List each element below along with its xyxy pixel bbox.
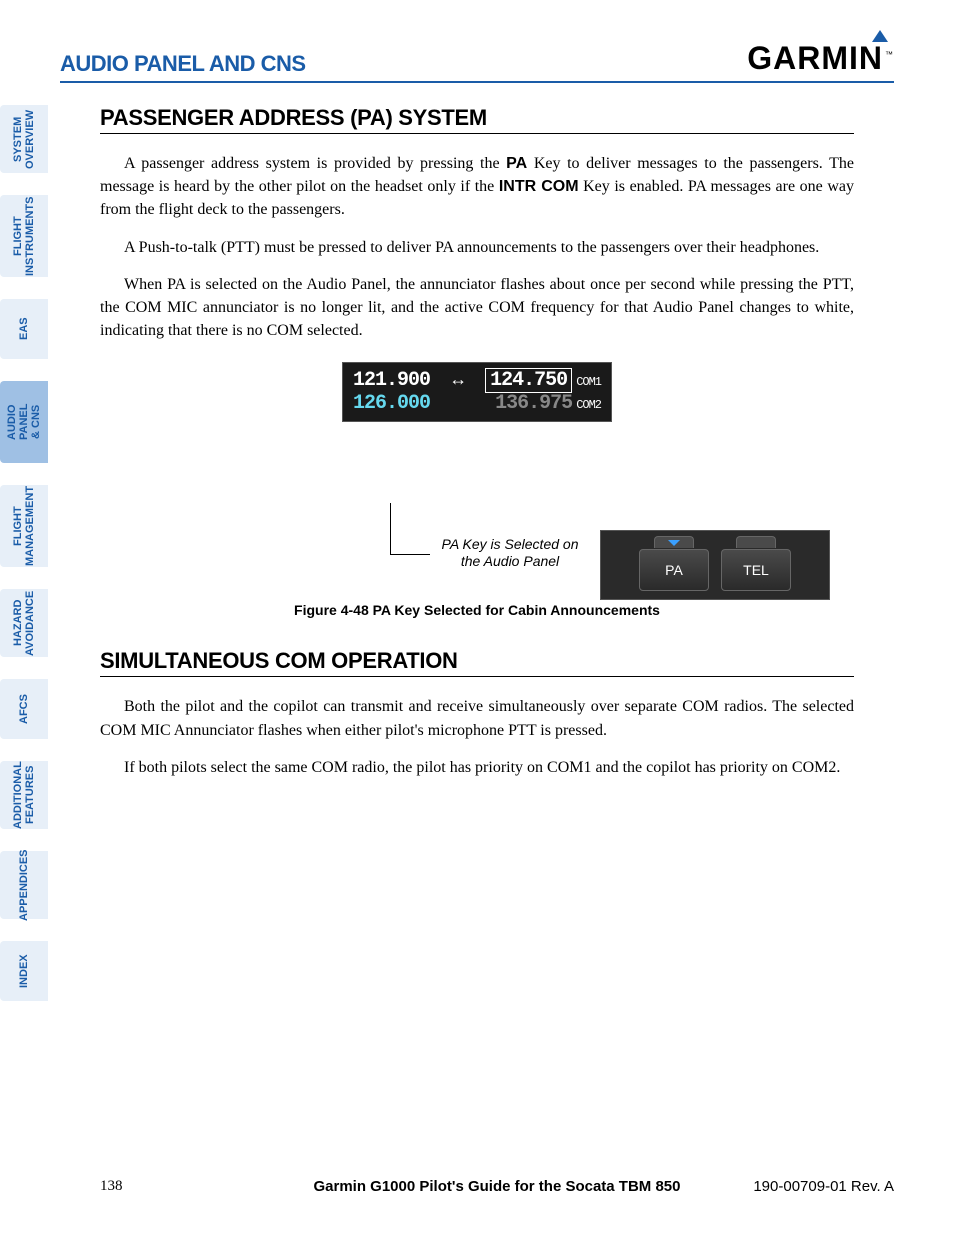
tab-hazard-avoidance[interactable]: HAZARDAVOIDANCE [0,589,48,657]
com-radio-display: 121.900 ↔ 124.750 COM1 126.000 136.975 COM… [342,362,612,422]
pa-active-indicator-icon [654,536,694,548]
com2-standby-freq: 126.000 [353,392,430,415]
page-footer: 138 Garmin G1000 Pilot's Guide for the S… [100,1178,894,1195]
tel-softkey[interactable]: TEL [721,549,791,591]
com1-active-freq: 124.750 [485,368,572,393]
heading-simultaneous-com: SIMULTANEOUS COM OPERATION [100,648,854,677]
side-tab-strip: SYSTEMOVERVIEW FLIGHTINSTRUMENTS EAS AUD… [0,105,48,1001]
tab-eas[interactable]: EAS [0,299,48,359]
sim-com-paragraph-2: If both pilots select the same COM radio… [100,756,854,779]
tab-appendices[interactable]: APPENDICES [0,851,48,919]
com2-row: 126.000 136.975 COM2 [353,392,601,415]
com1-standby-freq: 121.900 [353,369,430,392]
com1-label: COM1 [576,375,601,389]
tab-flight-instruments[interactable]: FLIGHTINSTRUMENTS [0,195,48,277]
garmin-logo-triangle-icon [872,30,888,42]
com2-label: COM2 [576,398,601,412]
pa-paragraph-1: A passenger address system is provided b… [100,152,854,222]
sim-com-paragraph-1: Both the pilot and the copilot can trans… [100,695,854,741]
tab-afcs[interactable]: AFCS [0,679,48,739]
tab-additional-features[interactable]: ADDITIONALFEATURES [0,761,48,829]
figure-caption: Figure 4-48 PA Key Selected for Cabin An… [294,602,660,618]
tel-indicator-icon [736,536,776,548]
tab-flight-management[interactable]: FLIGHTMANAGEMENT [0,485,48,567]
com1-row: 121.900 ↔ 124.750 COM1 [353,369,601,392]
garmin-logo-text: GARMIN [747,40,883,76]
footer-revision: 190-00709-01 Rev. A [753,1178,894,1195]
garmin-logo-tm: ™ [885,50,894,59]
garmin-logo: GARMIN™ [747,40,894,77]
callout-label: PA Key is Selected on the Audio Panel [420,536,600,570]
transfer-arrow-icon: ↔ [453,371,463,391]
pa-paragraph-3: When PA is selected on the Audio Panel, … [100,273,854,343]
heading-pa-system: PASSENGER ADDRESS (PA) SYSTEM [100,105,854,134]
page-header: AUDIO PANEL AND CNS GARMIN™ [60,40,894,83]
tab-audio-panel-cns[interactable]: AUDIO PANEL& CNS [0,381,48,463]
footer-document-title: Garmin G1000 Pilot's Guide for the Socat… [313,1178,680,1195]
audio-panel-softkeys: PA TEL [600,530,830,600]
page-number: 138 [100,1178,123,1195]
tab-index[interactable]: INDEX [0,941,48,1001]
tab-system-overview[interactable]: SYSTEMOVERVIEW [0,105,48,173]
com2-active-freq: 136.975 [495,392,572,415]
page-content: PASSENGER ADDRESS (PA) SYSTEM A passenge… [100,105,854,793]
header-section-title: AUDIO PANEL AND CNS [60,51,306,77]
pa-softkey[interactable]: PA [639,549,709,591]
pa-paragraph-2: A Push-to-talk (PTT) must be pressed to … [100,236,854,259]
